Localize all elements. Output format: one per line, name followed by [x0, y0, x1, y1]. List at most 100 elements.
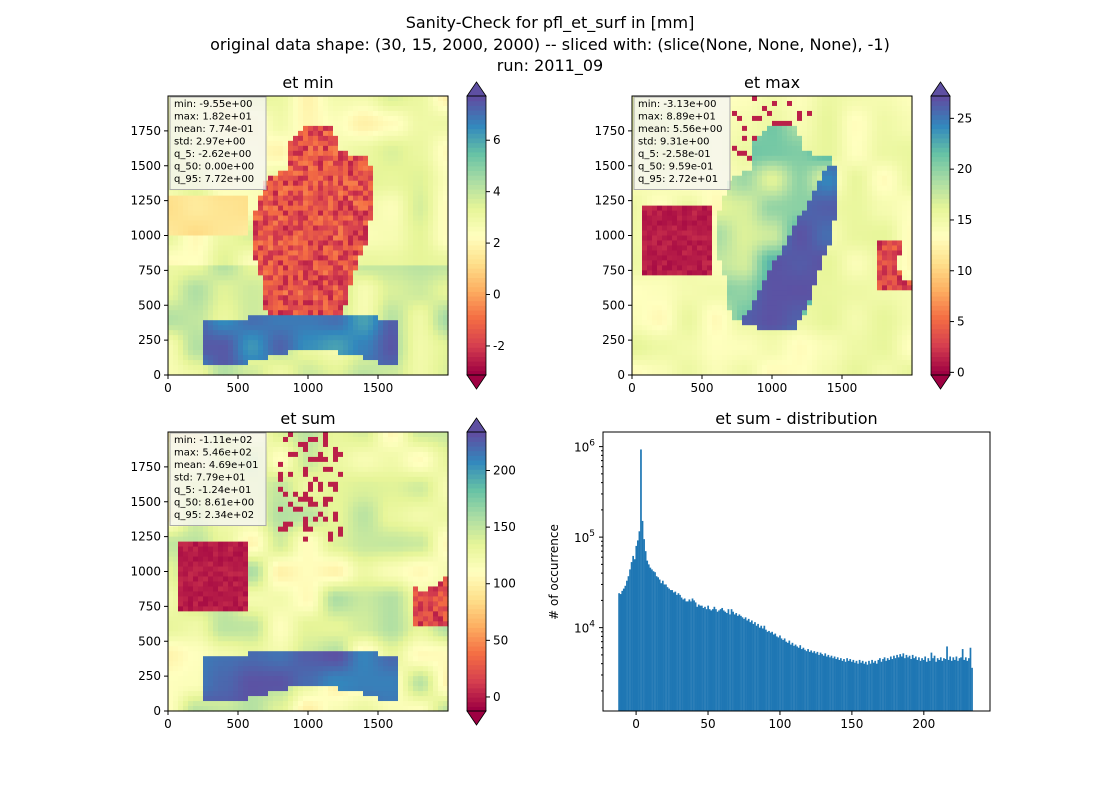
heatmap-cell [777, 220, 783, 227]
heatmap-cell [413, 130, 419, 137]
heatmap-cell [423, 350, 429, 356]
heatmap-cell [278, 300, 284, 306]
colorbar-segment [467, 207, 486, 213]
heatmap-cell [777, 205, 783, 212]
heatmap-cell [398, 96, 404, 102]
heatmap-cell [298, 170, 304, 177]
heatmap-cell [368, 205, 374, 212]
heatmap-cell [193, 315, 199, 321]
heatmap-cell [288, 280, 294, 286]
heatmap-cell [313, 165, 319, 172]
heatmap-cell [662, 360, 668, 366]
heatmap-cell [418, 185, 424, 192]
heatmap-cell [383, 205, 389, 212]
heatmap-cell [393, 145, 399, 152]
heatmap-cell [328, 175, 334, 182]
heatmap-cell [702, 255, 708, 262]
heatmap-cell [777, 115, 783, 122]
heatmap-cell [418, 265, 424, 271]
heatmap-cell [238, 260, 244, 266]
heatmap-cell [373, 190, 379, 197]
heatmap-cell [328, 325, 334, 331]
heatmap-cell [358, 285, 364, 291]
colorbar-tick-label: 2 [493, 236, 501, 250]
heatmap-cell [378, 240, 384, 247]
heatmap-cell [378, 310, 384, 316]
heatmap-cell [403, 115, 409, 122]
heatmap-cell [657, 205, 663, 212]
heatmap-cell [378, 145, 384, 152]
heatmap-cell [433, 315, 439, 321]
heatmap-cell [253, 345, 259, 351]
heatmap-cell [443, 305, 449, 311]
heatmap-cell [233, 190, 239, 197]
heatmap-cell [642, 205, 648, 212]
heatmap-cell [308, 125, 314, 132]
heatmap-cell [183, 245, 189, 252]
heatmap-cell [173, 260, 179, 266]
heatmap-cell [737, 255, 743, 262]
heatmap-cell [762, 355, 768, 361]
heatmap-cell [313, 235, 319, 242]
heatmap-cell [732, 270, 738, 276]
heatmap-cell [243, 360, 249, 366]
heatmap-cell [323, 240, 329, 247]
heatmap-cell [737, 130, 743, 137]
heatmap-cell [782, 235, 788, 242]
heatmap-cell [188, 355, 194, 361]
heatmap-cell [677, 250, 683, 257]
heatmap-cell [363, 295, 369, 301]
heatmap-cell [747, 205, 753, 212]
heatmap-cell [667, 360, 673, 366]
heatmap-cell [433, 250, 439, 257]
heatmap-cell [677, 280, 683, 286]
heatmap-cell [428, 340, 434, 346]
heatmap-cell [268, 160, 274, 167]
heatmap-cell [762, 265, 768, 271]
heatmap-cell [193, 265, 199, 271]
heatmap-cell [767, 110, 773, 117]
heatmap-cell [353, 325, 359, 331]
heatmap-cell [742, 155, 748, 162]
heatmap-cell [323, 215, 329, 222]
heatmap-cell [273, 135, 279, 142]
heatmap-cell [313, 225, 319, 232]
stats-line: std: 2.97e+00 [174, 137, 246, 148]
colorbar-segment [467, 365, 486, 371]
heatmap-cell [652, 310, 658, 316]
heatmap-cell [213, 265, 219, 271]
heatmap-cell [213, 195, 219, 202]
heatmap-cell [398, 140, 404, 147]
colorbar-segment [467, 133, 486, 139]
heatmap-cell [672, 220, 678, 227]
heatmap-cell [443, 280, 449, 286]
heatmap-cell [288, 190, 294, 197]
heatmap-cell [373, 245, 379, 252]
heatmap-cell [772, 185, 778, 192]
heatmap-cell [408, 295, 414, 301]
heatmap-cell [672, 215, 678, 222]
heatmap-cell [203, 255, 209, 262]
heatmap-cell [737, 135, 743, 142]
heatmap-cell [717, 260, 723, 266]
heatmap-cell [662, 300, 668, 306]
heatmap-cell [333, 225, 339, 232]
heatmap-cell [687, 200, 693, 207]
heatmap-cell [348, 220, 354, 227]
heatmap-cell [288, 265, 294, 271]
heatmap-cell [198, 245, 204, 252]
heatmap-cell [203, 355, 209, 361]
heatmap-cell [353, 305, 359, 311]
heatmap-cell [722, 225, 728, 232]
heatmap-cell [403, 335, 409, 341]
heatmap-cell [378, 360, 384, 366]
heatmap-cell [313, 130, 319, 137]
heatmap-cell [443, 315, 449, 321]
heatmap-cell [353, 300, 359, 306]
heatmap-cell [223, 365, 229, 371]
heatmap-cell [383, 305, 389, 311]
heatmap-cell [268, 310, 274, 316]
heatmap-cell [278, 265, 284, 271]
heatmap-cell [358, 175, 364, 182]
heatmap-cell [283, 205, 289, 212]
